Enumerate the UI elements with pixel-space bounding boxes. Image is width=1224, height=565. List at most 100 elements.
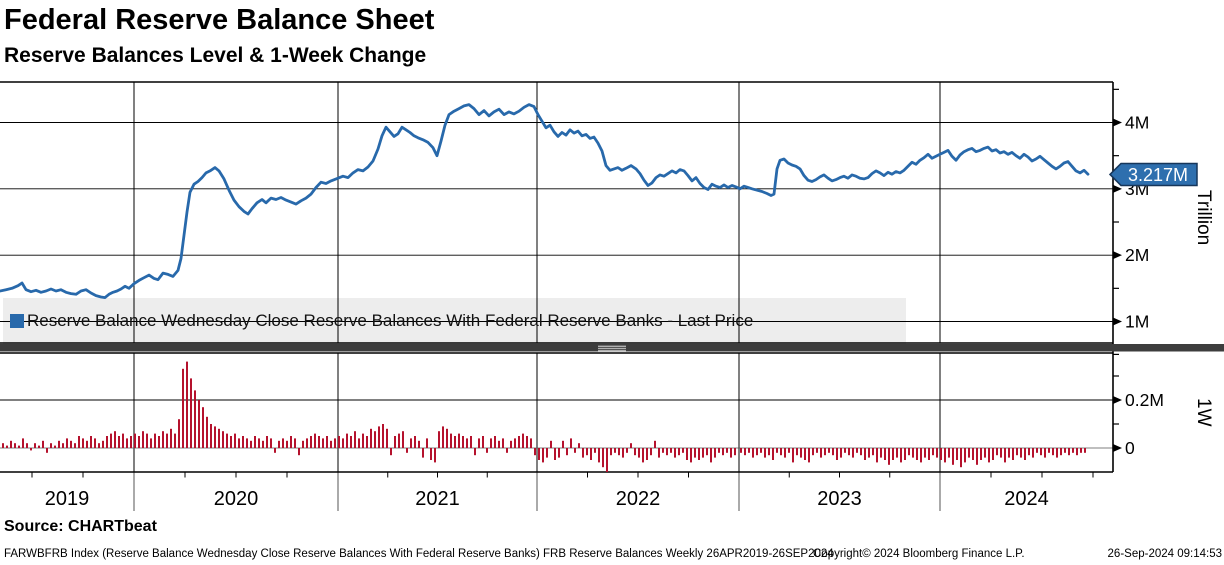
axis-arrow-tick-icon [1113, 251, 1122, 260]
change-bar [498, 440, 500, 448]
change-bar [446, 428, 448, 448]
change-bar [908, 448, 910, 456]
change-bar [10, 440, 12, 448]
change-bar [582, 448, 584, 458]
change-bar [374, 431, 376, 448]
source-label: Source: CHARTbeat [4, 518, 157, 535]
change-bar [618, 448, 620, 456]
change-bar [110, 433, 112, 448]
change-bar [370, 428, 372, 448]
change-bar [808, 448, 810, 463]
splitter-grip-icon[interactable] [598, 350, 626, 352]
change-bar [1068, 448, 1070, 456]
change-bar [282, 438, 284, 448]
change-bar [1084, 448, 1086, 453]
change-bar [634, 448, 636, 456]
change-bar [932, 448, 934, 456]
change-bar [130, 436, 132, 448]
change-bar [274, 448, 276, 453]
change-bar [330, 440, 332, 448]
splitter-grip-icon[interactable] [598, 345, 626, 347]
change-bar [166, 433, 168, 448]
change-bar [42, 440, 44, 448]
change-bar [162, 431, 164, 448]
change-bar [912, 448, 914, 458]
change-bar [916, 448, 918, 460]
change-bar [386, 428, 388, 448]
change-bar [824, 448, 826, 456]
change-bar [246, 438, 248, 448]
change-bar [590, 448, 592, 460]
change-bar [820, 448, 822, 458]
change-bar [342, 438, 344, 448]
change-bar [474, 448, 476, 456]
change-bar [690, 448, 692, 463]
change-bar [258, 438, 260, 448]
change-bar [598, 448, 600, 463]
splitter-grip-icon[interactable] [598, 347, 626, 350]
change-bar [238, 438, 240, 448]
change-bar [94, 438, 96, 448]
change-bar [884, 448, 886, 460]
change-bar [218, 428, 220, 448]
change-bar [928, 448, 930, 460]
change-bar [70, 440, 72, 448]
change-bar [150, 438, 152, 448]
legend-series-label[interactable]: Reserve Balance Wednesday Close Reserve … [27, 311, 754, 330]
change-bar [466, 438, 468, 448]
change-bar [458, 433, 460, 448]
axis-arrow-tick-icon [1113, 317, 1122, 326]
change-bar [30, 448, 32, 451]
change-bar [768, 448, 770, 456]
legend-series-marker [10, 314, 24, 328]
change-bar [418, 440, 420, 448]
y-tick-label: 0 [1125, 438, 1135, 458]
change-bar [1040, 448, 1042, 456]
change-bar [658, 448, 660, 458]
change-bar [760, 448, 762, 453]
change-bar [972, 448, 974, 460]
change-bar [394, 436, 396, 448]
change-bar [944, 448, 946, 463]
lower-plot-area[interactable] [0, 353, 1113, 472]
change-bar [574, 448, 576, 453]
main-plot-area[interactable] [0, 82, 1113, 343]
change-bar [318, 436, 320, 448]
change-bar [1024, 448, 1026, 460]
change-bar [722, 448, 724, 456]
change-bar [102, 440, 104, 448]
change-bar [848, 448, 850, 456]
change-bar [226, 433, 228, 448]
change-bar [992, 448, 994, 460]
change-bar [566, 448, 568, 456]
change-bar [454, 436, 456, 448]
change-bar [920, 448, 922, 463]
change-bar [518, 436, 520, 448]
change-bar [214, 426, 216, 448]
change-bar [450, 433, 452, 448]
change-bar [594, 448, 596, 453]
change-bar [346, 433, 348, 448]
change-bar [322, 438, 324, 448]
last-price-badge: 3.217M [1127, 165, 1189, 185]
change-bar [262, 440, 264, 448]
axis-arrow-tick-icon [1113, 396, 1122, 404]
change-bar [888, 448, 890, 465]
change-bar [630, 443, 632, 448]
change-bar [478, 438, 480, 448]
y-tick-label: 4M [1125, 113, 1149, 133]
change-bar [382, 424, 384, 448]
change-bar [154, 433, 156, 448]
y-tick-label: 0.2M [1125, 390, 1164, 410]
change-bar [924, 448, 926, 458]
change-bar [378, 426, 380, 448]
change-bar [1060, 448, 1062, 456]
change-bar [22, 438, 24, 448]
change-bar [278, 440, 280, 448]
change-bar [1008, 448, 1010, 458]
change-bar [530, 438, 532, 448]
change-bar [726, 448, 728, 453]
change-bar [1048, 448, 1050, 453]
